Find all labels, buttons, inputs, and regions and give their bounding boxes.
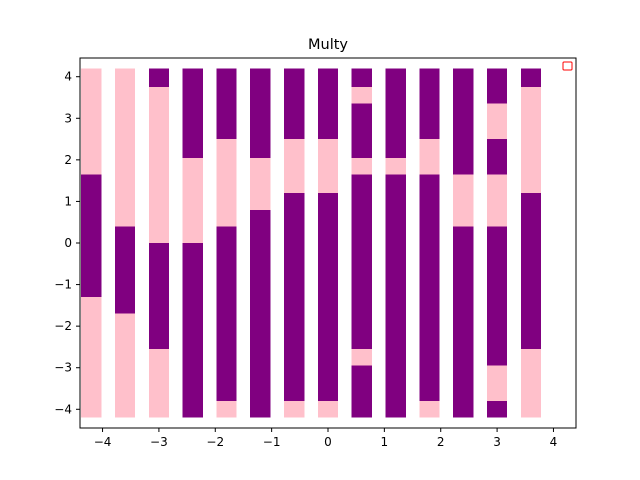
bar-8-segment-2 [317, 193, 339, 401]
y-tick-label: −4 [54, 402, 72, 416]
bar-5-segment-4 [216, 68, 237, 140]
x-tick-label: −2 [206, 435, 224, 449]
bar-11-segment-4 [419, 68, 440, 140]
bar-1-segment-3 [81, 68, 102, 175]
bar-8-segment-3 [317, 139, 339, 194]
bar-14 [520, 68, 542, 418]
bar-9-segment-7 [351, 68, 372, 88]
bar-13-segment-2 [486, 365, 508, 401]
bar-13-segment-6 [486, 103, 508, 140]
bar-5 [216, 68, 237, 418]
bar-5-segment-2 [216, 226, 237, 401]
bar-12 [453, 68, 474, 418]
bars-layer [81, 68, 542, 418]
bar-7-segment-1 [284, 400, 305, 418]
bar-1 [81, 68, 102, 418]
bar-12-segment-2 [453, 174, 474, 227]
x-tick-label: 0 [324, 435, 332, 449]
bar-11 [419, 68, 440, 418]
y-tick-label: −2 [54, 319, 72, 333]
bar-3-segment-1 [148, 349, 170, 418]
bar-9 [351, 68, 372, 418]
bar-12-segment-3 [453, 68, 474, 175]
bar-8 [317, 68, 339, 418]
bar-6 [250, 68, 271, 418]
bar-10-segment-3 [385, 68, 406, 158]
bar-8-segment-1 [317, 400, 339, 418]
bar-1-segment-1 [81, 297, 102, 418]
bar-14-segment-3 [520, 87, 542, 194]
bar-13-segment-4 [486, 174, 508, 227]
x-ticks: −4 −3 −2 −1 0 1 2 3 4 [94, 428, 558, 449]
bar-13 [486, 68, 508, 418]
bar-3 [148, 68, 170, 418]
bar-13-segment-7 [486, 68, 508, 104]
y-tick-label: 0 [64, 236, 72, 250]
y-tick-label: 2 [64, 153, 72, 167]
x-tick-label: −4 [94, 435, 112, 449]
bar-3-segment-2 [148, 243, 170, 350]
bar-14-segment-2 [520, 193, 542, 350]
bar-2 [114, 68, 136, 418]
bar-9-segment-5 [351, 103, 372, 158]
legend [562, 61, 573, 71]
bar-9-segment-1 [351, 365, 372, 418]
bar-9-segment-3 [351, 174, 372, 350]
bar-8-segment-4 [317, 68, 339, 140]
bar-11-segment-1 [419, 400, 440, 418]
x-tick-label: 3 [493, 435, 501, 449]
bar-2-segment-3 [114, 68, 136, 227]
bar-14-segment-1 [520, 349, 542, 418]
x-tick-label: −1 [263, 435, 281, 449]
y-tick-label: −3 [54, 361, 72, 375]
bar-7-segment-3 [284, 139, 305, 194]
bar-2-segment-1 [114, 313, 136, 418]
bar-10-segment-2 [385, 157, 406, 175]
y-ticks: −4 −3 −2 −1 0 1 2 3 4 [54, 70, 80, 416]
bar-2-segment-2 [114, 226, 136, 314]
x-tick-label: 4 [550, 435, 558, 449]
bar-5-segment-3 [216, 139, 237, 227]
bar-9-segment-2 [351, 349, 372, 366]
bar-9-segment-4 [351, 157, 372, 175]
bar-14-segment-4 [520, 68, 542, 88]
x-tick-label: 2 [437, 435, 445, 449]
bar-9-segment-6 [351, 87, 372, 104]
y-tick-label: 3 [64, 111, 72, 125]
bar-5-segment-1 [216, 400, 237, 418]
bar-11-segment-3 [419, 139, 440, 175]
bar-4-segment-3 [182, 68, 203, 158]
bar-7 [284, 68, 305, 418]
bar-7-segment-2 [284, 193, 305, 401]
bar-10-segment-1 [385, 174, 406, 418]
bar-6-segment-1 [250, 209, 271, 418]
bar-6-segment-3 [250, 68, 271, 158]
bar-11-segment-2 [419, 174, 440, 401]
bar-13-segment-5 [486, 139, 508, 175]
x-tick-label: −3 [150, 435, 168, 449]
bar-4-segment-2 [182, 157, 203, 243]
bar-1-segment-2 [81, 174, 102, 298]
bar-7-segment-4 [284, 68, 305, 140]
y-tick-label: −1 [54, 278, 72, 292]
bar-3-segment-4 [148, 68, 170, 88]
y-tick-label: 4 [64, 70, 72, 84]
chart-title: Multy [308, 37, 348, 53]
legend-swatch [562, 61, 573, 71]
bar-4-segment-1 [182, 243, 203, 418]
bar-12-segment-1 [453, 226, 474, 418]
bar-3-segment-3 [148, 87, 170, 243]
bar-6-segment-2 [250, 157, 271, 210]
x-tick-label: 1 [381, 435, 389, 449]
bar-10 [385, 68, 406, 418]
y-tick-label: 1 [64, 194, 72, 208]
bar-13-segment-3 [486, 226, 508, 366]
bar-4 [182, 68, 203, 418]
bar-13-segment-1 [486, 400, 508, 418]
